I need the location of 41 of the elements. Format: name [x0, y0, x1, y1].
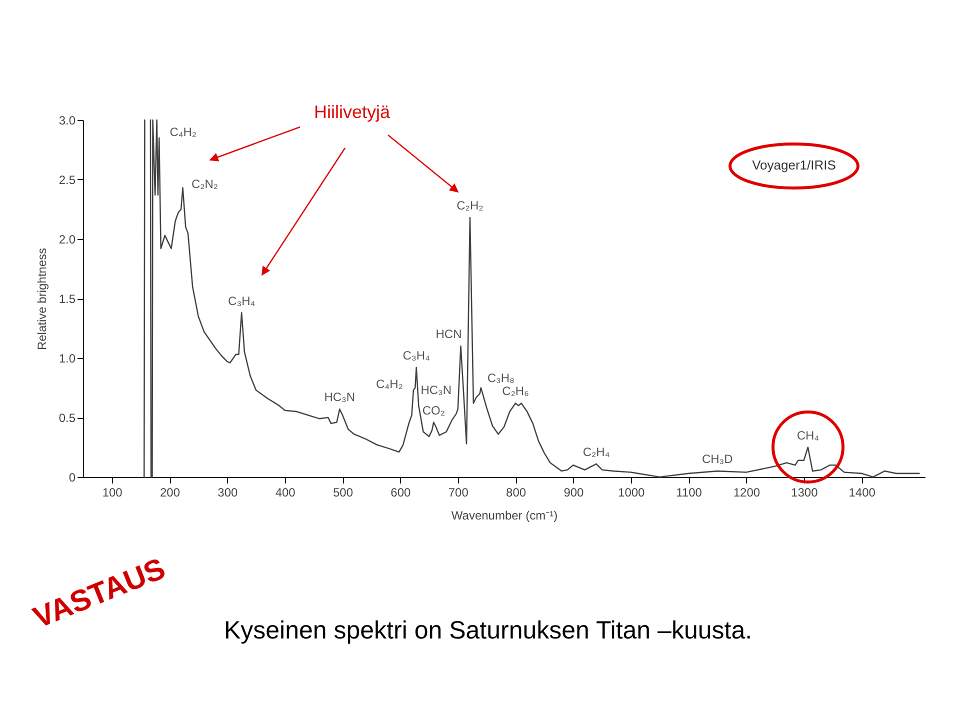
annotation: C₃H₄ — [228, 294, 256, 308]
annotation: CO₂ — [422, 403, 446, 418]
annotation: C₂H₂ — [456, 198, 484, 213]
x-tick-label: 1200 — [733, 486, 760, 500]
annotation: HCN — [436, 327, 462, 342]
y-axis-title: Relative brightness — [34, 248, 49, 350]
y-tick-label: 0 — [68, 470, 76, 484]
x-tick-label: 200 — [160, 486, 180, 500]
y-tick-label: 2.5 — [58, 173, 76, 187]
annotation: HC₃N — [324, 390, 356, 404]
annotation: C₃H₈ — [487, 370, 515, 385]
y-tick-label: 0.5 — [58, 411, 76, 425]
annotation: HC₃N — [420, 382, 452, 397]
x-tick-label: 700 — [448, 486, 469, 500]
annotation: Hiilivetyjä — [314, 102, 391, 122]
annotation: C₄H₂ — [170, 124, 197, 139]
x-tick-label: 500 — [333, 486, 354, 500]
x-tick-label: 400 — [275, 486, 296, 500]
annotation: C₂H₆ — [502, 384, 530, 398]
x-tick-label: 800 — [506, 486, 526, 500]
annotation: Voyager1/IRIS — [752, 157, 836, 172]
text: Kyseinen spektri on Saturnuksen Titan –kuusta. — [224, 616, 752, 645]
y-tick-label: 2.0 — [58, 232, 76, 246]
annotation: CH₃D — [702, 452, 734, 466]
annotation: C₂H₄ — [582, 444, 610, 459]
y-tick-label: 1.5 — [58, 292, 76, 306]
x-tick-label: 900 — [564, 486, 584, 500]
x-tick-label: 100 — [102, 486, 123, 500]
annotation: C₂N₂ — [191, 176, 218, 191]
x-tick-label: 1100 — [676, 486, 702, 500]
y-tick-label: 1.0 — [58, 352, 76, 366]
x-tick-label: 1300 — [791, 486, 818, 500]
x-tick-label: 1400 — [848, 486, 876, 500]
annotation: C₄H₂ — [376, 377, 404, 392]
x-tick-label: 300 — [218, 486, 238, 500]
x-tick-label: 600 — [390, 486, 412, 500]
x-tick-label: 1000 — [618, 486, 646, 500]
annotation: C₃H₄ — [402, 348, 430, 363]
annotation: CH₄ — [796, 428, 820, 442]
y-tick-label: 3.0 — [58, 114, 76, 128]
x-axis-title: Wavenumber (cm⁻¹) — [451, 508, 558, 522]
